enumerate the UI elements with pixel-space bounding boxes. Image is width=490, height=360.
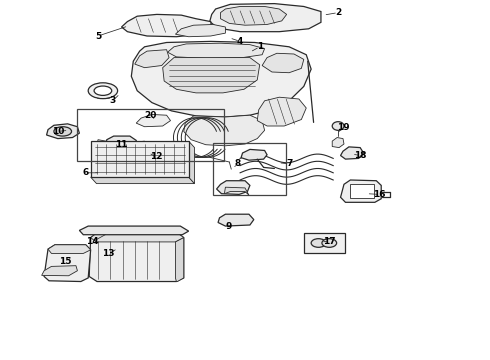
Polygon shape [220, 6, 287, 25]
Polygon shape [184, 115, 265, 146]
Ellipse shape [94, 86, 112, 95]
Text: 20: 20 [144, 111, 157, 120]
Bar [350, 184, 374, 198]
Polygon shape [241, 149, 267, 160]
Polygon shape [131, 41, 311, 117]
Polygon shape [47, 124, 79, 139]
Polygon shape [224, 187, 249, 195]
Polygon shape [42, 266, 77, 276]
Polygon shape [91, 177, 195, 184]
Polygon shape [89, 232, 184, 282]
Polygon shape [48, 245, 91, 253]
Ellipse shape [322, 239, 337, 247]
Polygon shape [189, 141, 195, 184]
Text: 16: 16 [373, 190, 386, 199]
Ellipse shape [332, 122, 344, 130]
Polygon shape [105, 136, 136, 150]
Text: 11: 11 [115, 140, 128, 149]
Text: 1: 1 [257, 42, 263, 51]
Text: 18: 18 [354, 151, 367, 160]
Ellipse shape [311, 239, 326, 247]
Text: 8: 8 [235, 159, 241, 168]
Ellipse shape [54, 127, 72, 136]
Polygon shape [135, 50, 169, 68]
Polygon shape [332, 138, 344, 148]
Polygon shape [210, 4, 321, 32]
Text: 12: 12 [149, 152, 162, 161]
Polygon shape [341, 147, 364, 159]
Text: 10: 10 [51, 127, 64, 136]
Text: 3: 3 [110, 96, 116, 105]
Polygon shape [163, 58, 260, 93]
Text: 7: 7 [286, 159, 293, 168]
Ellipse shape [88, 83, 118, 99]
Polygon shape [97, 140, 106, 146]
Polygon shape [218, 214, 254, 226]
Polygon shape [262, 53, 304, 73]
Polygon shape [122, 14, 212, 37]
Polygon shape [44, 245, 91, 282]
Bar [304, 233, 345, 253]
Text: 13: 13 [102, 249, 115, 258]
Text: 5: 5 [95, 32, 101, 41]
Text: 6: 6 [83, 168, 89, 177]
Text: 17: 17 [323, 237, 336, 246]
Bar [77, 109, 224, 161]
Text: 14: 14 [86, 238, 98, 247]
Text: 15: 15 [59, 256, 72, 266]
Polygon shape [175, 24, 225, 37]
Text: 2: 2 [335, 8, 341, 17]
Polygon shape [136, 114, 171, 127]
Text: 9: 9 [225, 222, 232, 231]
Polygon shape [341, 180, 381, 202]
Polygon shape [217, 181, 250, 194]
Polygon shape [175, 238, 184, 282]
Polygon shape [91, 232, 184, 242]
Polygon shape [136, 141, 145, 147]
Bar [213, 143, 286, 195]
Polygon shape [168, 43, 265, 58]
Polygon shape [257, 97, 306, 126]
Polygon shape [145, 151, 171, 161]
Text: 4: 4 [237, 37, 244, 46]
Bar [91, 141, 189, 177]
Polygon shape [79, 226, 189, 235]
Text: 19: 19 [337, 123, 349, 132]
